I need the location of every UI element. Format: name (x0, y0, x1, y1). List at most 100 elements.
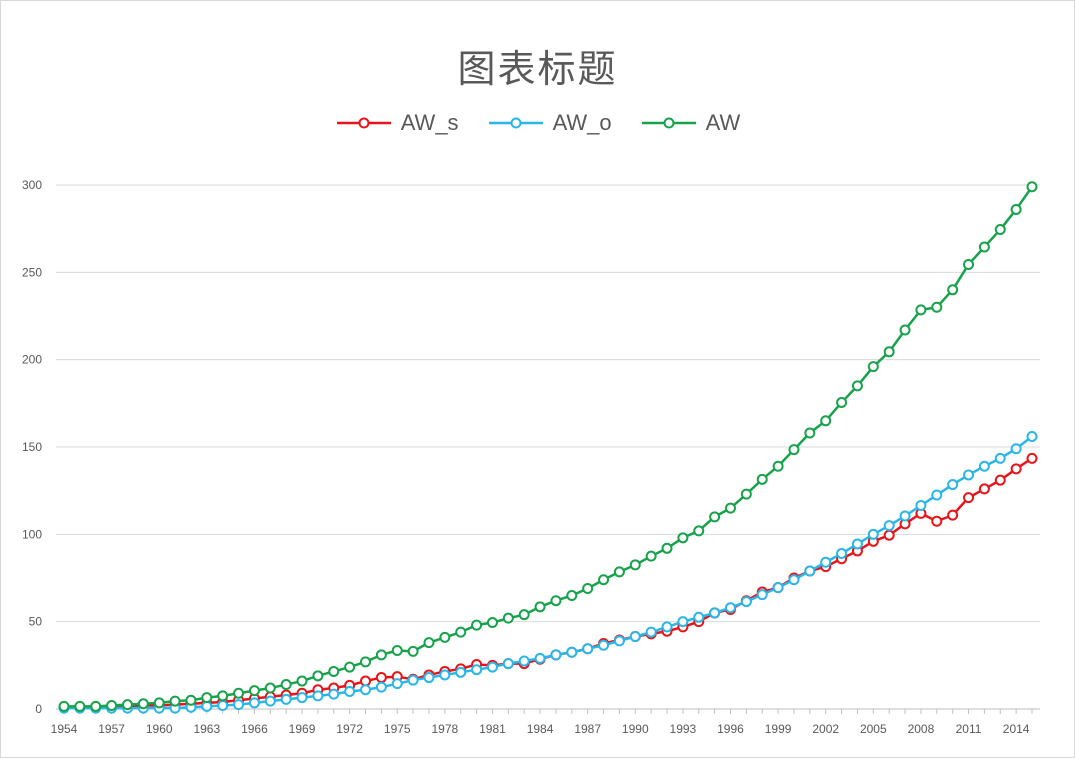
data-point-aw (439, 631, 451, 643)
data-point-aw (185, 694, 197, 706)
chart-title: 图表标题 (457, 47, 618, 91)
data-point-aw (248, 685, 260, 697)
data-point-aw_o (788, 574, 800, 586)
data-point-aw (582, 582, 594, 594)
x-tick-label: 1990 (622, 722, 649, 736)
data-point-aw (724, 502, 736, 514)
data-point-aw (804, 427, 816, 439)
data-point-aw (613, 566, 625, 578)
data-point-aw_o (375, 681, 387, 693)
x-tick-label: 2014 (1003, 722, 1030, 736)
data-point-aw_o (280, 693, 292, 705)
data-point-aw_o (613, 635, 625, 647)
data-point-aw (217, 690, 229, 702)
data-point-aw_o (550, 649, 562, 661)
data-point-aw (502, 612, 514, 624)
data-point-aw (486, 617, 498, 629)
legend-label: AW_s (400, 110, 459, 135)
y-tick-label: 200 (22, 353, 42, 367)
data-point-aw_s (963, 492, 975, 504)
data-point-aw (550, 595, 562, 607)
data-point-aw (709, 511, 721, 523)
data-point-aw_o (344, 686, 356, 698)
legend-item-aw_o: AW_o (487, 110, 612, 136)
x-tick-label: 1966 (241, 722, 268, 736)
data-point-aw (836, 396, 848, 408)
data-point-aw_o (264, 695, 276, 707)
data-point-aw (233, 687, 245, 699)
data-point-aw_o (804, 565, 816, 577)
y-tick-label: 300 (22, 178, 42, 192)
data-point-aw (677, 532, 689, 544)
x-tick-label: 2005 (860, 722, 887, 736)
legend-label: AW (705, 110, 741, 135)
data-point-aw_o (439, 669, 451, 681)
data-point-aw_s (375, 672, 387, 684)
data-point-aw_o (455, 666, 467, 678)
data-point-aw_o (328, 688, 340, 700)
data-point-aw (756, 473, 768, 485)
data-point-aw (693, 525, 705, 537)
data-point-aw_o (963, 469, 975, 481)
data-point-aw_s (883, 529, 895, 541)
x-tick-label: 1954 (51, 722, 78, 736)
data-point-aw (423, 637, 435, 649)
data-point-aw (153, 697, 165, 709)
x-tick-label: 1960 (146, 722, 173, 736)
data-point-aw (740, 488, 752, 500)
data-point-aw_o (582, 643, 594, 655)
x-tick-label: 2002 (812, 722, 839, 736)
data-point-aw_o (772, 582, 784, 594)
data-point-aw (106, 700, 118, 712)
data-point-aw (375, 649, 387, 661)
data-point-aw (312, 670, 324, 682)
data-point-aw_o (1010, 443, 1022, 455)
data-point-aw (598, 574, 610, 586)
data-point-aw_o (915, 500, 927, 512)
x-tick-label: 1972 (336, 722, 363, 736)
x-tick-label: 1963 (193, 722, 220, 736)
data-point-aw_o (645, 626, 657, 638)
data-point-aw (90, 700, 102, 712)
x-tick-label: 2011 (956, 722, 982, 736)
data-point-aw_o (312, 690, 324, 702)
data-point-aw_s (994, 474, 1006, 486)
data-point-aw_o (201, 700, 213, 712)
data-point-aw_s (947, 509, 959, 521)
y-tick-label: 100 (22, 527, 42, 541)
legend-item-aw_s: AW_s (335, 110, 459, 136)
data-point-aw (121, 699, 133, 711)
data-point-aw (169, 695, 181, 707)
data-point-aw_s (1010, 463, 1022, 475)
legend-swatch (641, 117, 696, 129)
data-point-aw (280, 679, 292, 691)
data-point-aw (931, 301, 943, 313)
x-tick-label: 1993 (670, 722, 697, 736)
x-tick-label: 2008 (908, 722, 935, 736)
data-point-aw (360, 656, 372, 668)
data-point-aw_o (836, 548, 848, 560)
data-point-aw_s (931, 515, 943, 527)
data-point-aw_s (978, 483, 990, 495)
x-tick-label: 1978 (432, 722, 459, 736)
x-tick-label: 1957 (98, 722, 125, 736)
data-point-aw (963, 258, 975, 270)
data-point-aw_o (598, 639, 610, 651)
data-point-aw_o (296, 692, 308, 704)
data-point-aw_o (486, 661, 498, 673)
series-line-aw_s (64, 457, 1033, 709)
data-point-aw_o (629, 631, 641, 643)
data-point-aw (899, 324, 911, 336)
data-point-aw_o (820, 556, 832, 568)
data-point-aw (264, 682, 276, 694)
data-point-aw (137, 698, 149, 710)
data-point-aw_o (248, 697, 260, 709)
data-point-aw_o (947, 479, 959, 491)
data-point-aw_o (423, 672, 435, 684)
y-tick-label: 50 (29, 615, 43, 629)
data-point-aw_o (677, 616, 689, 628)
legend-swatch (488, 117, 543, 129)
y-tick-label: 250 (22, 265, 42, 279)
data-point-aw (978, 241, 990, 253)
